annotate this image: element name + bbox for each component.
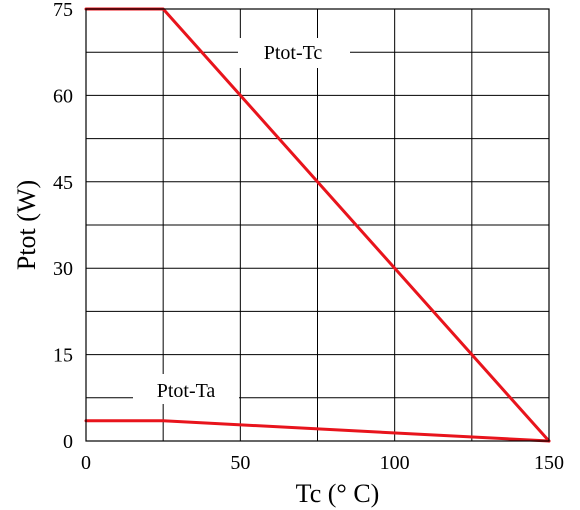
series-label-background xyxy=(133,374,239,404)
x-tick-label: 100 xyxy=(380,452,410,474)
x-tick-label: 50 xyxy=(230,452,250,474)
series-labels: Ptot-Tc Ptot-Ta xyxy=(157,42,323,402)
series-label-background xyxy=(238,38,350,68)
y-tick-label: 30 xyxy=(53,258,73,280)
y-axis-title: Ptot (W) xyxy=(12,180,41,270)
series-label-backgrounds xyxy=(133,38,350,404)
y-tick-label: 60 xyxy=(53,85,73,107)
x-tick-label: 150 xyxy=(534,452,564,474)
series-label-ptot-ta: Ptot-Ta xyxy=(157,380,216,402)
y-tick-label: 0 xyxy=(63,431,73,453)
x-axis-title: Tc (° C) xyxy=(296,479,380,508)
y-tick-label: 75 xyxy=(53,0,73,21)
series-label-ptot-tc: Ptot-Tc xyxy=(264,42,323,64)
series-line-ptot-ta xyxy=(84,419,551,443)
x-tick-label: 0 xyxy=(81,452,91,474)
y-tick-label: 15 xyxy=(53,345,73,367)
y-tick-label: 45 xyxy=(53,172,73,194)
tick-labels: 0 15 30 45 60 75 0 50 100 150 xyxy=(53,0,564,474)
plot-frame xyxy=(85,8,550,442)
